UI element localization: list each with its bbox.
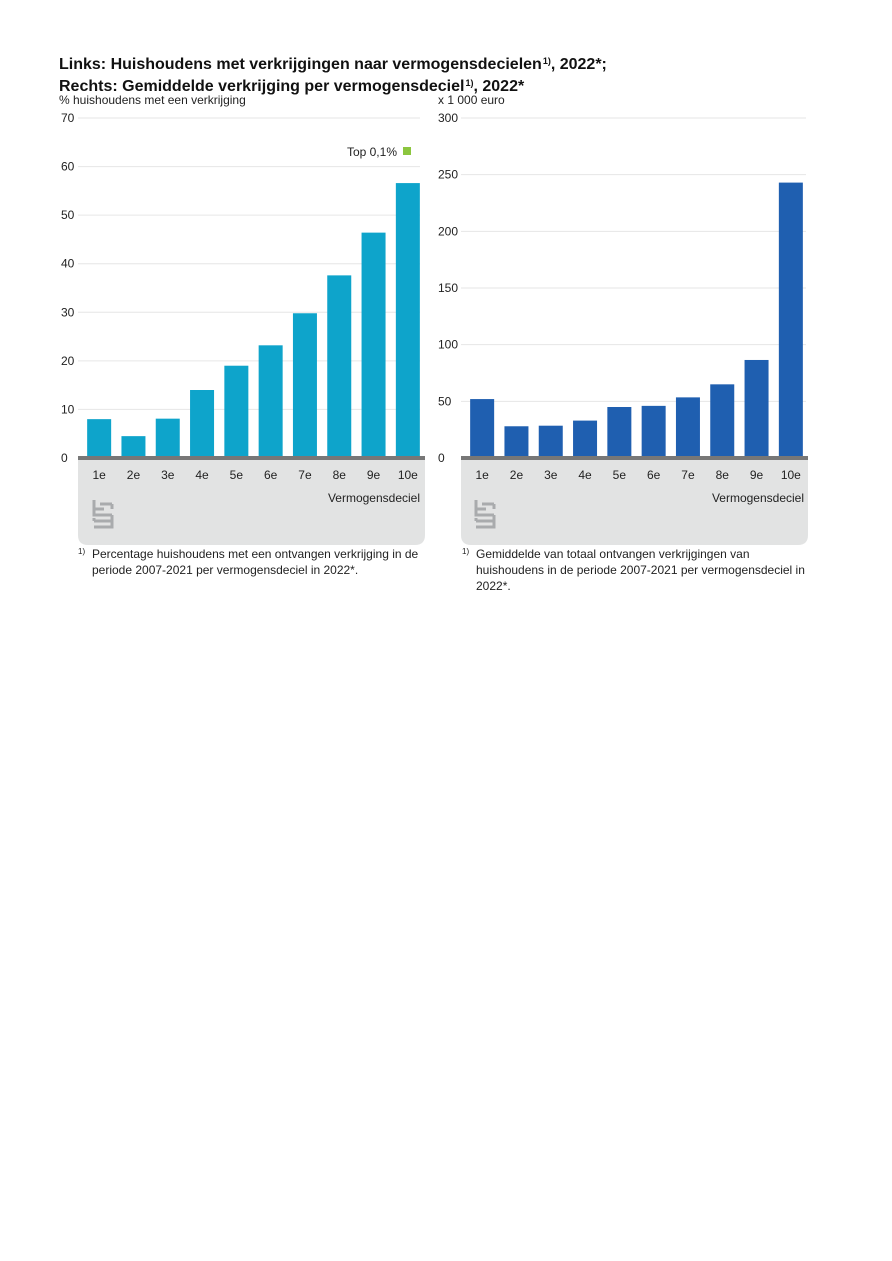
right-x-tick-label: 10e	[781, 468, 801, 482]
right-x-tick-label: 3e	[544, 468, 558, 482]
right-x-tick-label: 2e	[510, 468, 524, 482]
left-x-tick-label: 6e	[264, 468, 278, 482]
right-y-tick-label: 100	[438, 338, 458, 352]
right-bar	[470, 399, 495, 458]
left-y-tick-label: 70	[61, 111, 75, 125]
right-y-tick-label: 0	[438, 451, 445, 465]
left-legend-label: Top 0,1%	[347, 145, 397, 159]
right-x-tick-label: 9e	[750, 468, 764, 482]
right-y-tick-label: 150	[438, 281, 458, 295]
left-bar	[327, 275, 352, 458]
right-bar	[675, 397, 700, 458]
right-x-tick-label: 6e	[647, 468, 661, 482]
right-x-tick-label: 5e	[613, 468, 627, 482]
right-x-tick-label: 8e	[716, 468, 730, 482]
left-x-tick-label: 7e	[298, 468, 312, 482]
page-title: Links: Huishoudens met verkrijgingen naa…	[59, 52, 859, 96]
left-cbs-logo-icon	[92, 500, 114, 529]
left-x-tick-label: 1e	[92, 468, 106, 482]
left-bar	[361, 232, 386, 458]
left-x-tick-label: 3e	[161, 468, 175, 482]
left-bar	[224, 365, 249, 458]
left-legend-marker	[403, 147, 411, 155]
left-x-axis-label: Vermogensdeciel	[328, 491, 420, 505]
right-cbs-logo-icon	[474, 500, 496, 529]
left-bar	[190, 390, 215, 458]
right-bar	[504, 426, 529, 458]
left-bar	[121, 436, 146, 458]
left-bar-chart: 0 10 20 30 40 50 60 70 1e 2e 3e 4e 5e 6e 7e 8e 9e 10e Verm…	[61, 111, 425, 545]
left-y-tick-label: 40	[61, 257, 75, 271]
right-bar-chart: 0 50 100 150 200 250 300 1e 2e 3e 4e 5e 6e 7e 8e 9e 10e V…	[438, 111, 808, 545]
left-bar	[395, 183, 420, 459]
left-y-tick-label: 60	[61, 160, 75, 174]
left-bar	[292, 313, 317, 458]
right-bar	[538, 425, 563, 458]
title-line-2: Rechts: Gemiddelde verkrijging per vermo…	[59, 78, 525, 95]
right-x-axis-label: Vermogensdeciel	[712, 491, 804, 505]
left-y-tick-label: 30	[61, 305, 75, 319]
right-y-tick-label: 300	[438, 111, 458, 125]
left-bar	[155, 418, 180, 458]
right-bar	[641, 405, 666, 458]
right-bar	[710, 384, 735, 458]
right-x-tick-label: 7e	[681, 468, 695, 482]
left-x-tick-label: 5e	[230, 468, 244, 482]
left-bar	[87, 419, 112, 458]
left-x-tick-label: 2e	[127, 468, 141, 482]
left-y-axis-label: % huishoudens met een verkrijging	[59, 93, 246, 107]
left-footer-panel	[78, 458, 425, 545]
right-bar	[744, 359, 769, 458]
left-x-tick-label: 10e	[398, 468, 418, 482]
left-y-tick-label: 20	[61, 354, 75, 368]
left-bar	[258, 345, 283, 458]
left-x-tick-label: 9e	[367, 468, 381, 482]
title-line-1: Links: Huishoudens met verkrijgingen naa…	[59, 56, 607, 73]
right-x-tick-label: 4e	[578, 468, 592, 482]
right-footer-panel	[461, 458, 808, 545]
right-y-tick-label: 50	[438, 394, 452, 408]
left-x-tick-label: 4e	[195, 468, 209, 482]
left-y-tick-label: 50	[61, 208, 75, 222]
left-y-tick-label: 10	[61, 402, 75, 416]
right-y-tick-label: 250	[438, 168, 458, 182]
right-bar	[573, 420, 598, 458]
right-bar	[607, 407, 632, 458]
right-y-axis-label: x 1 000 euro	[438, 93, 505, 107]
left-y-tick-label: 0	[61, 451, 68, 465]
right-bar	[778, 182, 803, 458]
left-x-tick-label: 8e	[333, 468, 347, 482]
right-x-tick-label: 1e	[475, 468, 489, 482]
right-y-tick-label: 200	[438, 224, 458, 238]
